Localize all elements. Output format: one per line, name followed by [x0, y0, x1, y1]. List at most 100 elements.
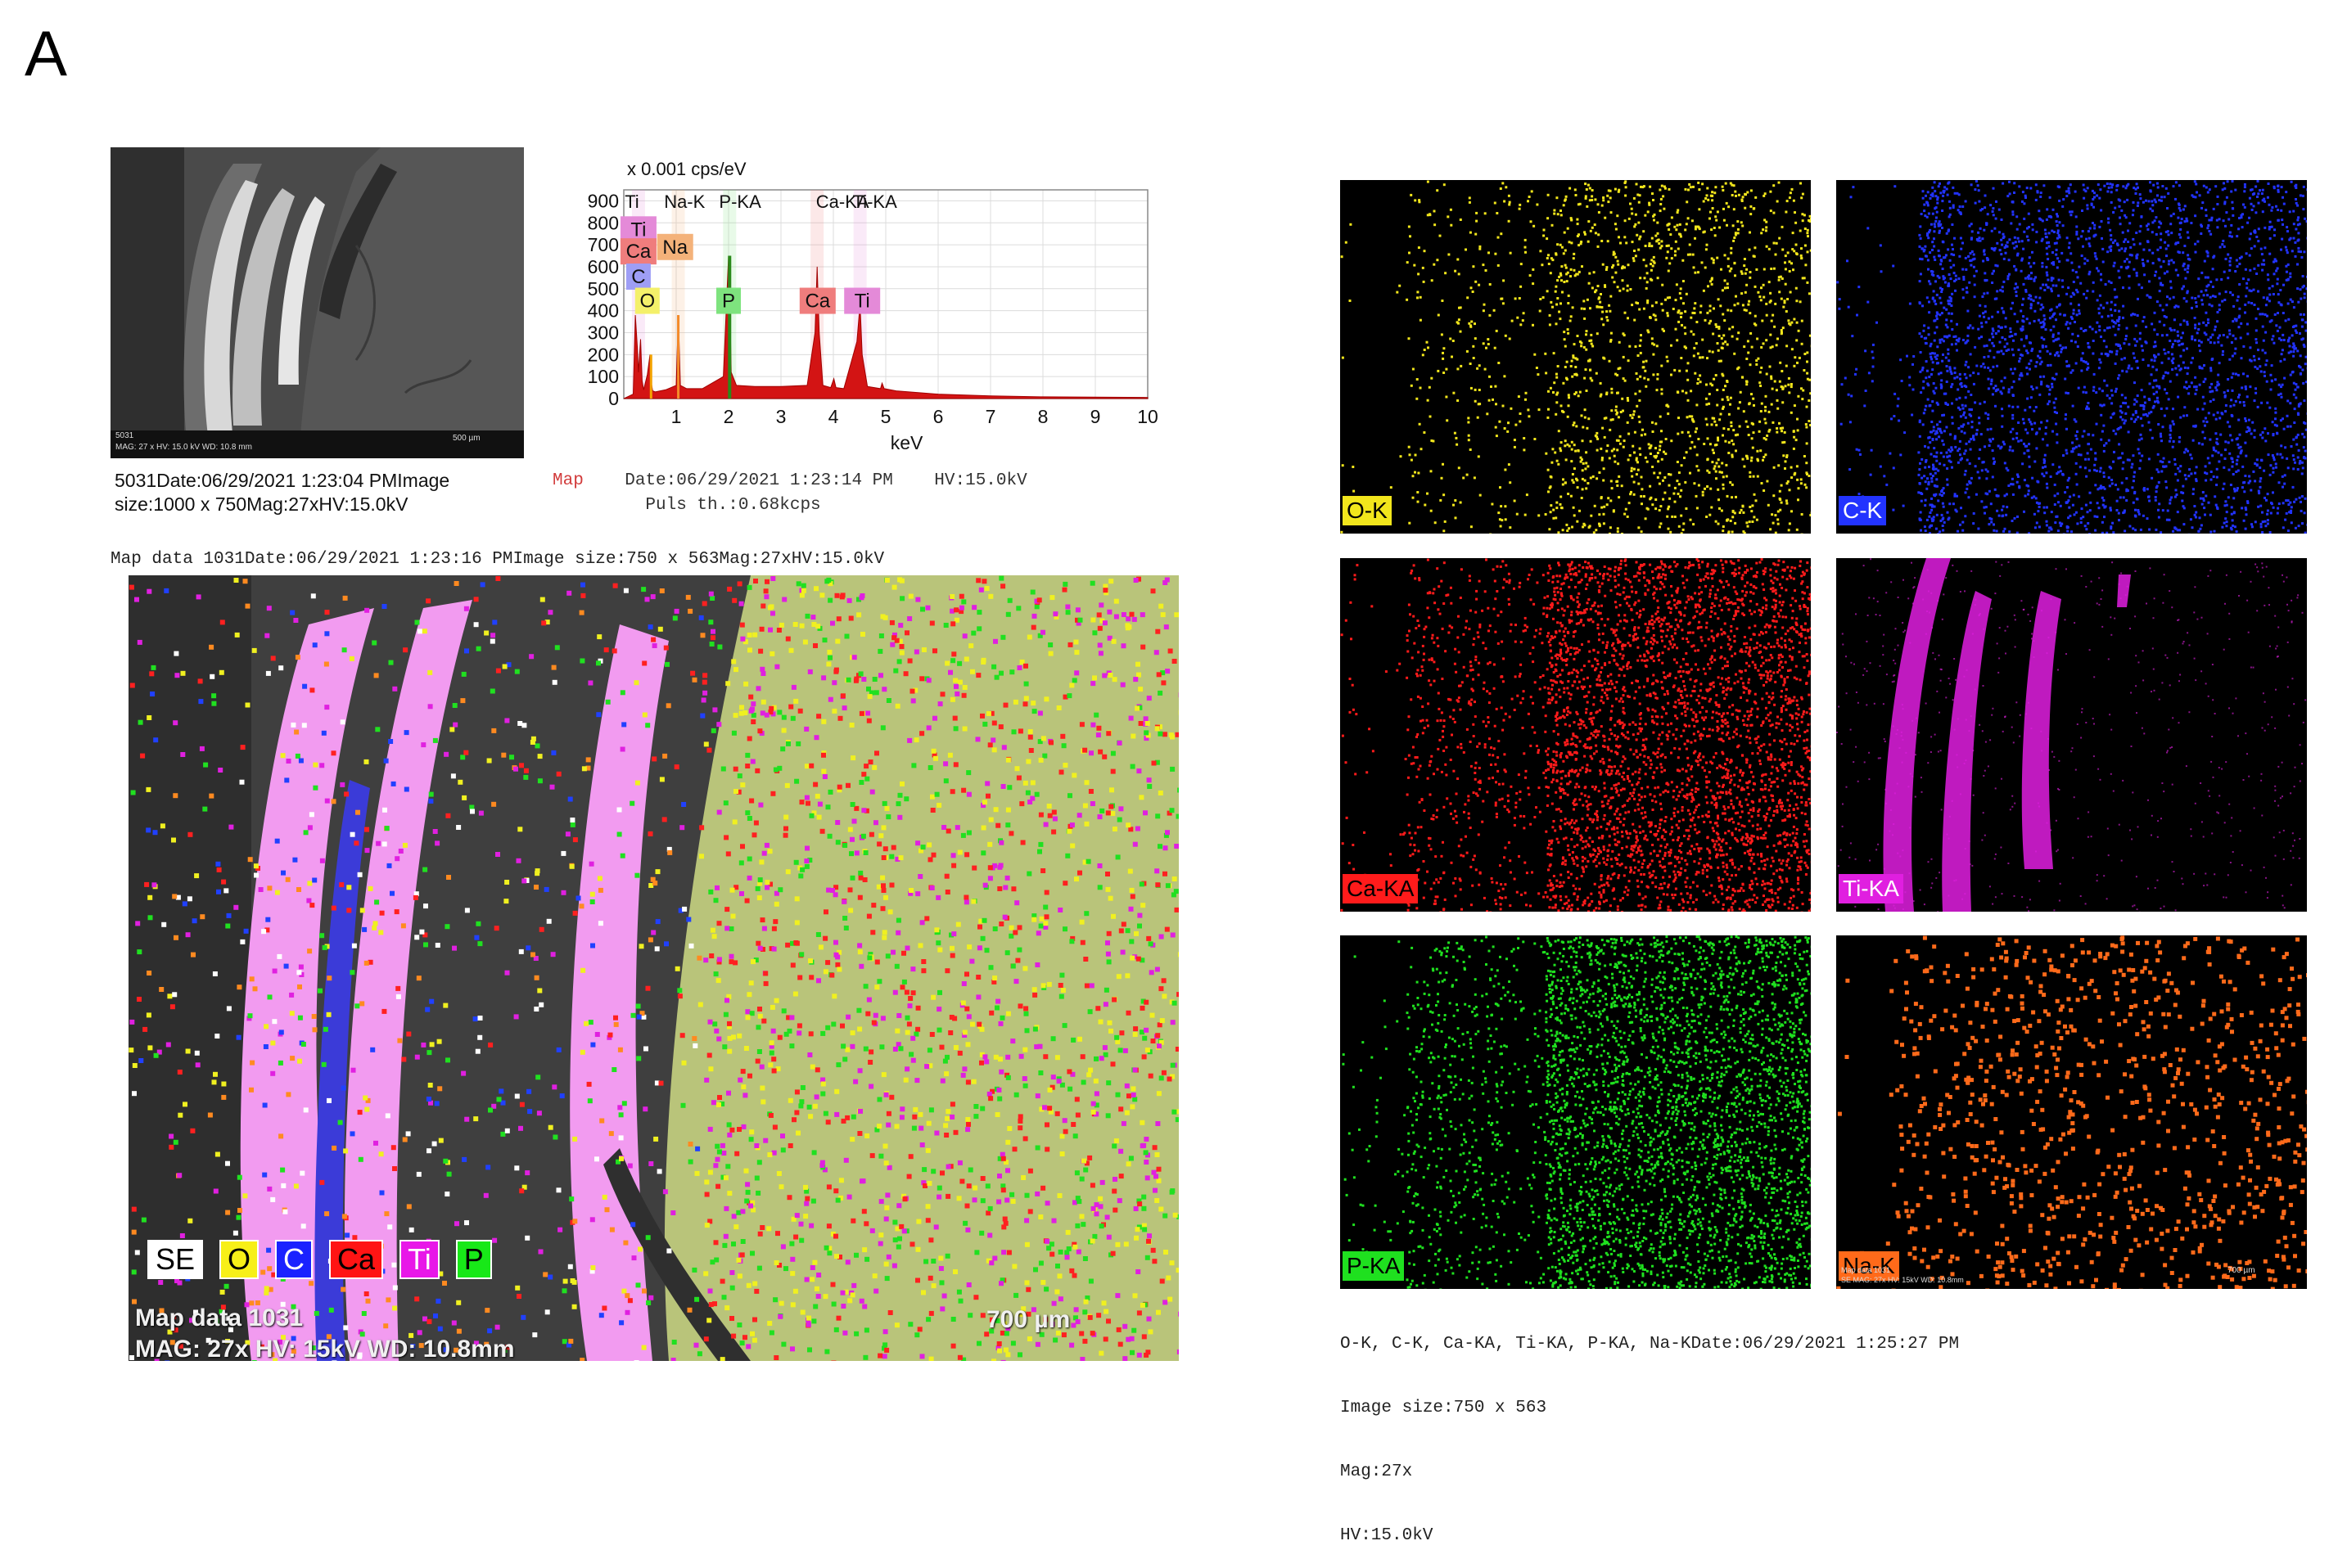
element-dot — [1537, 514, 1540, 516]
overlay-dot — [1140, 1120, 1144, 1125]
overlay-dot — [879, 1199, 884, 1204]
element-dot — [1668, 528, 1670, 530]
overlay-dot — [525, 1170, 530, 1175]
element-dot — [1589, 369, 1591, 372]
overlay-dot — [530, 740, 535, 745]
overlay-dot — [634, 680, 639, 685]
overlay-dot — [1063, 588, 1067, 593]
element-dot — [1545, 372, 1547, 374]
element-dot — [1668, 223, 1670, 226]
element-dot — [1799, 357, 1801, 359]
element-dot — [1632, 445, 1634, 448]
overlay-dot — [800, 593, 805, 597]
element-dot — [1400, 455, 1402, 457]
element-dot — [1638, 416, 1641, 418]
element-dot — [1721, 373, 1723, 376]
element-dot — [1798, 330, 1800, 332]
overlay-dot — [858, 1109, 863, 1114]
element-dot — [2127, 406, 2129, 408]
overlay-dot — [580, 903, 584, 908]
overlay-dot — [977, 626, 982, 631]
overlay-dot — [816, 932, 821, 937]
overlay-dot — [724, 1206, 729, 1211]
overlay-dot — [979, 1061, 984, 1066]
overlay-dot — [851, 1283, 856, 1288]
overlay-dot — [147, 715, 151, 720]
element-dot — [1773, 326, 1776, 328]
element-dot — [2276, 282, 2278, 285]
overlay-dot — [883, 615, 888, 620]
overlay-dot — [786, 637, 791, 642]
element-dot — [1745, 421, 1748, 423]
element-dot — [1804, 264, 1807, 266]
overlay-dot — [1098, 885, 1103, 890]
overlay-dot — [1136, 957, 1141, 962]
element-dot — [1755, 268, 1758, 271]
element-dot — [1693, 347, 1695, 349]
overlay-dot — [864, 984, 869, 989]
element-dot — [1726, 475, 1728, 478]
element-dot — [1430, 510, 1433, 512]
overlay-dot — [1023, 701, 1028, 706]
overlay-dot — [896, 1013, 901, 1018]
element-dot — [1797, 429, 1799, 431]
element-dot — [1739, 426, 1741, 428]
element-dot — [2193, 385, 2196, 388]
overlay-dot — [395, 856, 399, 861]
overlay-dot — [679, 825, 684, 830]
element-dot — [1654, 498, 1657, 501]
element-dot — [1430, 377, 1433, 380]
overlay-dot — [746, 1015, 751, 1020]
overlay-dot — [495, 576, 500, 581]
spectrum-line-label: Na-K — [664, 191, 705, 212]
overlay-dot — [897, 1237, 902, 1241]
overlay-dot — [887, 1111, 891, 1116]
element-dot — [1959, 453, 1961, 456]
overlay-dot — [809, 1031, 814, 1036]
element-dot — [1546, 217, 1549, 219]
element-dot — [1563, 252, 1565, 255]
overlay-dot — [617, 1105, 622, 1110]
overlay-dot — [730, 1286, 735, 1291]
element-dot — [1756, 519, 1758, 521]
overlay-dot — [1045, 1122, 1049, 1127]
element-dot — [2154, 274, 2156, 277]
overlay-dot — [727, 1049, 732, 1054]
element-dot — [1611, 487, 1614, 489]
overlay-dot — [1005, 1352, 1010, 1357]
overlay-dot — [867, 998, 872, 1003]
overlay-dot — [474, 597, 479, 602]
overlay-dot — [1022, 966, 1027, 971]
overlay-dot — [129, 585, 134, 590]
element-dot — [2072, 269, 2074, 272]
overlay-dot — [1019, 801, 1024, 806]
overlay-dot — [209, 794, 214, 799]
element-dot — [1757, 291, 1759, 294]
overlay-dot — [150, 692, 155, 696]
overlay-dot — [815, 735, 819, 740]
overlay-dot — [590, 1043, 595, 1048]
element-dot — [1751, 346, 1754, 349]
overlay-dot — [1027, 635, 1032, 640]
element-dot — [1726, 380, 1728, 382]
overlay-dot — [836, 840, 841, 845]
overlay-dot — [980, 714, 985, 719]
overlay-dot — [929, 1107, 934, 1112]
element-dot — [2218, 335, 2221, 337]
overlay-dot — [856, 612, 861, 617]
element-dot — [1547, 390, 1550, 393]
overlay-dot — [769, 1113, 774, 1118]
element-dot — [1548, 528, 1550, 530]
overlay-dot — [595, 1032, 600, 1037]
overlay-dot — [380, 911, 385, 916]
overlay-dot — [662, 817, 667, 822]
overlay-dot — [1042, 754, 1047, 759]
element-dot — [1629, 454, 1632, 457]
element-dot — [1547, 254, 1550, 256]
overlay-dot — [666, 703, 671, 708]
element-dot — [2148, 249, 2151, 251]
overlay-dot — [1021, 1175, 1026, 1180]
overlay-dot — [982, 800, 987, 804]
element-dot — [1570, 217, 1573, 219]
overlay-dot — [883, 895, 888, 900]
